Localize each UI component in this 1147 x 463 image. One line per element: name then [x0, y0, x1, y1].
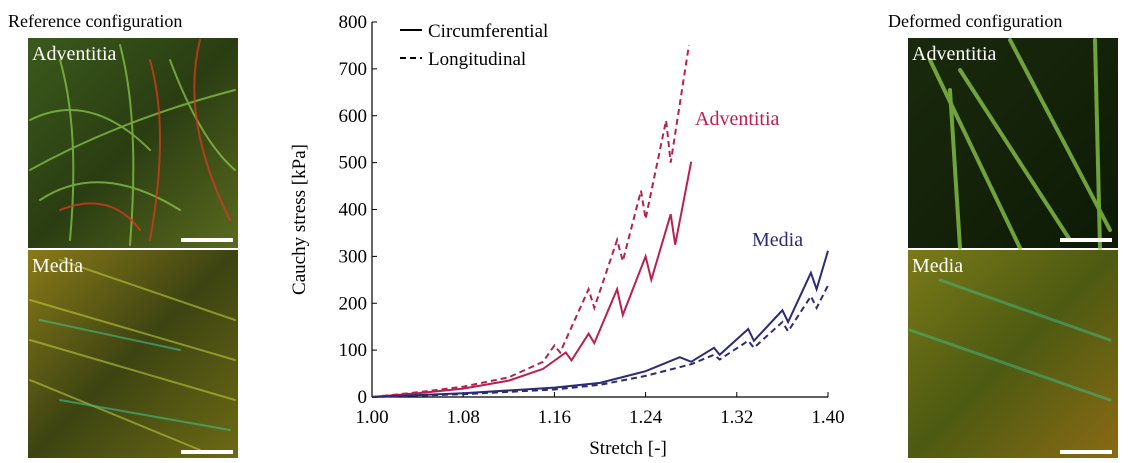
y-tick-label: 400	[339, 200, 368, 221]
series-line	[371, 250, 829, 398]
annotation: Adventitia	[695, 108, 780, 130]
deformed-images	[908, 38, 1118, 458]
y-tick-label: 0	[358, 387, 368, 408]
image-adventitia-deformed	[908, 38, 1118, 248]
x-tick-label: 1.16	[538, 407, 571, 428]
scale-bar	[1060, 238, 1112, 242]
y-tick-label: 100	[339, 340, 368, 361]
x-tick-label: 1.00	[355, 407, 388, 428]
x-axis-label: Stretch [-]	[589, 438, 667, 458]
annotation: Media	[752, 229, 803, 251]
legend-label: Circumferential	[428, 21, 548, 42]
panel-title: Deformed configuration	[888, 11, 1062, 31]
scale-bar	[1060, 450, 1112, 454]
series-line	[371, 284, 829, 398]
y-tick-label: 500	[339, 153, 368, 174]
series-line	[371, 45, 690, 398]
y-tick-label: 600	[339, 106, 368, 127]
series-line	[371, 161, 693, 398]
scale-bar	[181, 238, 233, 242]
x-tick-label: 1.32	[720, 407, 753, 428]
x-tick-label: 1.24	[629, 407, 663, 428]
x-tick-label: 1.40	[811, 407, 844, 428]
panel-label: Adventitia	[32, 43, 117, 65]
y-tick-label: 200	[339, 293, 368, 314]
panel-title: Reference configuration	[8, 11, 182, 31]
scale-bar	[181, 450, 233, 454]
y-tick-label: 800	[339, 12, 368, 33]
panel-label: Adventitia	[912, 43, 997, 65]
image-media-deformed	[908, 250, 1118, 458]
chart: 0 100 200 300 400 500 600 700 800 1.00 1.08 1.16 1.2…	[289, 12, 845, 459]
panel-label: Media	[912, 255, 963, 277]
legend-label: Longitudinal	[428, 49, 526, 70]
y-tick-label: 300	[339, 246, 368, 267]
x-tick-label: 1.08	[447, 407, 480, 428]
y-axis-label: Cauchy stress [kPa]	[289, 144, 310, 295]
panel-label: Media	[32, 255, 83, 277]
y-tick-label: 700	[339, 59, 368, 80]
reference-images	[28, 38, 238, 458]
